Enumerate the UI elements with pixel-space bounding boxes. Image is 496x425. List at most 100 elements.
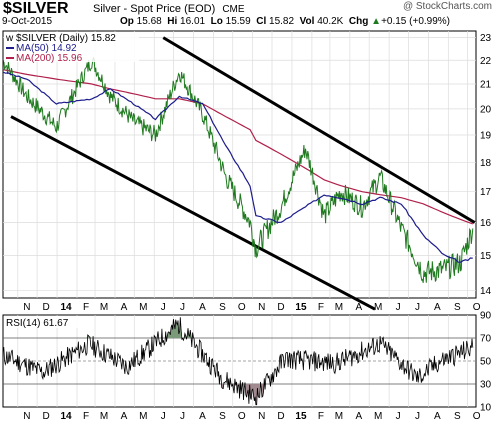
x-tick-label: A	[356, 302, 363, 313]
x-tick-label-bottom: S	[219, 411, 226, 422]
volume-value: 40.2K	[317, 16, 344, 27]
x-tick-label: 15	[295, 302, 307, 313]
price-tick-label: 23	[480, 33, 492, 44]
rsi-axis: 90 70 50 30 10	[480, 311, 492, 414]
x-tick-label-bottom: J	[161, 411, 166, 422]
low-value: 15.59	[225, 16, 251, 27]
x-tick-label: F	[83, 302, 89, 313]
price-tick-label: 21	[480, 79, 492, 90]
price-tick-label: 18	[480, 158, 492, 169]
x-tick-label: O	[473, 302, 481, 313]
close-value: 15.82	[269, 16, 295, 27]
watermark: @ StockCharts.com	[402, 1, 492, 12]
x-tick-label-bottom: J	[415, 411, 420, 422]
price-legend-box	[4, 32, 139, 62]
price-tick-label: 17	[480, 187, 492, 198]
high-value: 16.01	[180, 16, 206, 27]
price-tick-label: 14	[480, 286, 492, 297]
x-tick-label: A	[434, 302, 441, 313]
x-tick-label: J	[180, 302, 185, 313]
upper-channel-trendline	[162, 36, 476, 224]
x-tick-label-bottom: D	[277, 411, 284, 422]
x-tick-label-bottom: N	[258, 411, 265, 422]
x-tick-label: D	[277, 302, 284, 313]
x-tick-label-bottom: N	[23, 411, 30, 422]
legend-title: $SILVER (Daily) 15.82	[16, 33, 116, 44]
x-tick-label: J	[161, 302, 166, 313]
price-tick-label: 16	[480, 218, 492, 229]
legend-ma50: MA(50) 14.92	[16, 43, 77, 54]
rsi-tick-label: 50	[480, 357, 492, 368]
x-tick-label-bottom: A	[434, 411, 441, 422]
x-tick-label: N	[23, 302, 30, 313]
chart-description: Silver - Spot Price (EOD) CME	[93, 3, 245, 15]
x-tick-label: J	[396, 302, 401, 313]
exchange-label: CME	[222, 4, 245, 15]
x-tick-label: S	[454, 302, 461, 313]
lower-channel-trendline	[10, 115, 376, 311]
x-tick-label: A	[199, 302, 206, 313]
x-axis: N D 14 F M A M J J A S O N D 15 F M A M J J A S O	[23, 302, 481, 313]
price-panel-frame	[2, 30, 477, 299]
up-triangle-icon: ▲	[371, 16, 382, 27]
x-tick-label: J	[415, 302, 420, 313]
open-value: 15.68	[136, 16, 162, 27]
price-tick-label: 15	[480, 251, 492, 262]
legend-icon: w	[5, 33, 14, 44]
x-tick-label-bottom: D	[42, 411, 49, 422]
rsi-line	[2, 317, 474, 406]
symbol-title: $SILVER	[3, 0, 69, 17]
x-tick-label-bottom: 14	[61, 411, 73, 422]
x-tick-label-bottom: A	[199, 411, 206, 422]
x-tick-label-bottom: 15	[295, 411, 307, 422]
x-axis-bottom: N D 14 F M A M J J A S O N D 15 F M A M J J A S O	[23, 411, 481, 422]
price-tick-label: 20	[480, 104, 492, 115]
price-axis: 23 22 21 20 19 18 17 16 15 14	[480, 33, 492, 297]
rsi-tick-label: 10	[480, 403, 492, 414]
x-tick-label: D	[42, 302, 49, 313]
quote-date: 9-Oct-2015	[2, 16, 53, 27]
change-value: +0.15 (+0.99%)	[381, 16, 450, 27]
rsi-oversold-fill	[231, 384, 235, 394]
rsi-legend-box	[4, 316, 92, 328]
x-tick-label-bottom: S	[454, 411, 461, 422]
x-tick-label-bottom: M	[374, 411, 382, 422]
x-tick-label: M	[335, 302, 343, 313]
rsi-legend: RSI(14) 61.67	[6, 318, 69, 329]
x-tick-label-bottom: J	[180, 411, 185, 422]
x-tick-label-bottom: F	[318, 411, 324, 422]
x-tick-label-bottom: F	[83, 411, 89, 422]
x-tick-label: S	[219, 302, 226, 313]
price-grid	[3, 31, 476, 298]
x-tick-label: M	[374, 302, 382, 313]
x-tick-label-bottom: A	[121, 411, 128, 422]
x-tick-label: M	[100, 302, 108, 313]
volume-label: Vol	[299, 16, 315, 27]
x-tick-label-bottom: M	[335, 411, 343, 422]
x-tick-label: O	[238, 302, 246, 313]
quote-line: Op 15.68 Hi 16.01 Lo 15.59 Cl 15.82 Vol …	[120, 16, 450, 27]
x-tick-label-bottom: A	[356, 411, 363, 422]
legend-ma200: MA(200) 15.96	[16, 53, 83, 64]
x-tick-label: 14	[61, 302, 73, 313]
low-label: Lo	[210, 16, 223, 27]
x-tick-label: F	[318, 302, 324, 313]
x-tick-label-bottom: M	[100, 411, 108, 422]
x-tick-label-bottom: O	[238, 411, 246, 422]
x-tick-label: M	[139, 302, 147, 313]
x-tick-label: N	[258, 302, 265, 313]
x-tick-label-bottom: M	[139, 411, 147, 422]
high-label: Hi	[167, 16, 178, 27]
description-text: Silver - Spot Price (EOD)	[93, 3, 216, 15]
price-tick-label: 22	[480, 56, 492, 67]
rsi-tick-label: 30	[480, 380, 492, 391]
x-tick-label: A	[121, 302, 128, 313]
rsi-tick-label: 70	[480, 334, 492, 345]
price-tick-label: 19	[480, 130, 492, 141]
open-label: Op	[120, 16, 134, 27]
rsi-tick-label: 90	[480, 311, 492, 322]
x-tick-label-bottom: J	[396, 411, 401, 422]
close-label: Cl	[256, 16, 267, 27]
x-tick-label-bottom: O	[473, 411, 481, 422]
